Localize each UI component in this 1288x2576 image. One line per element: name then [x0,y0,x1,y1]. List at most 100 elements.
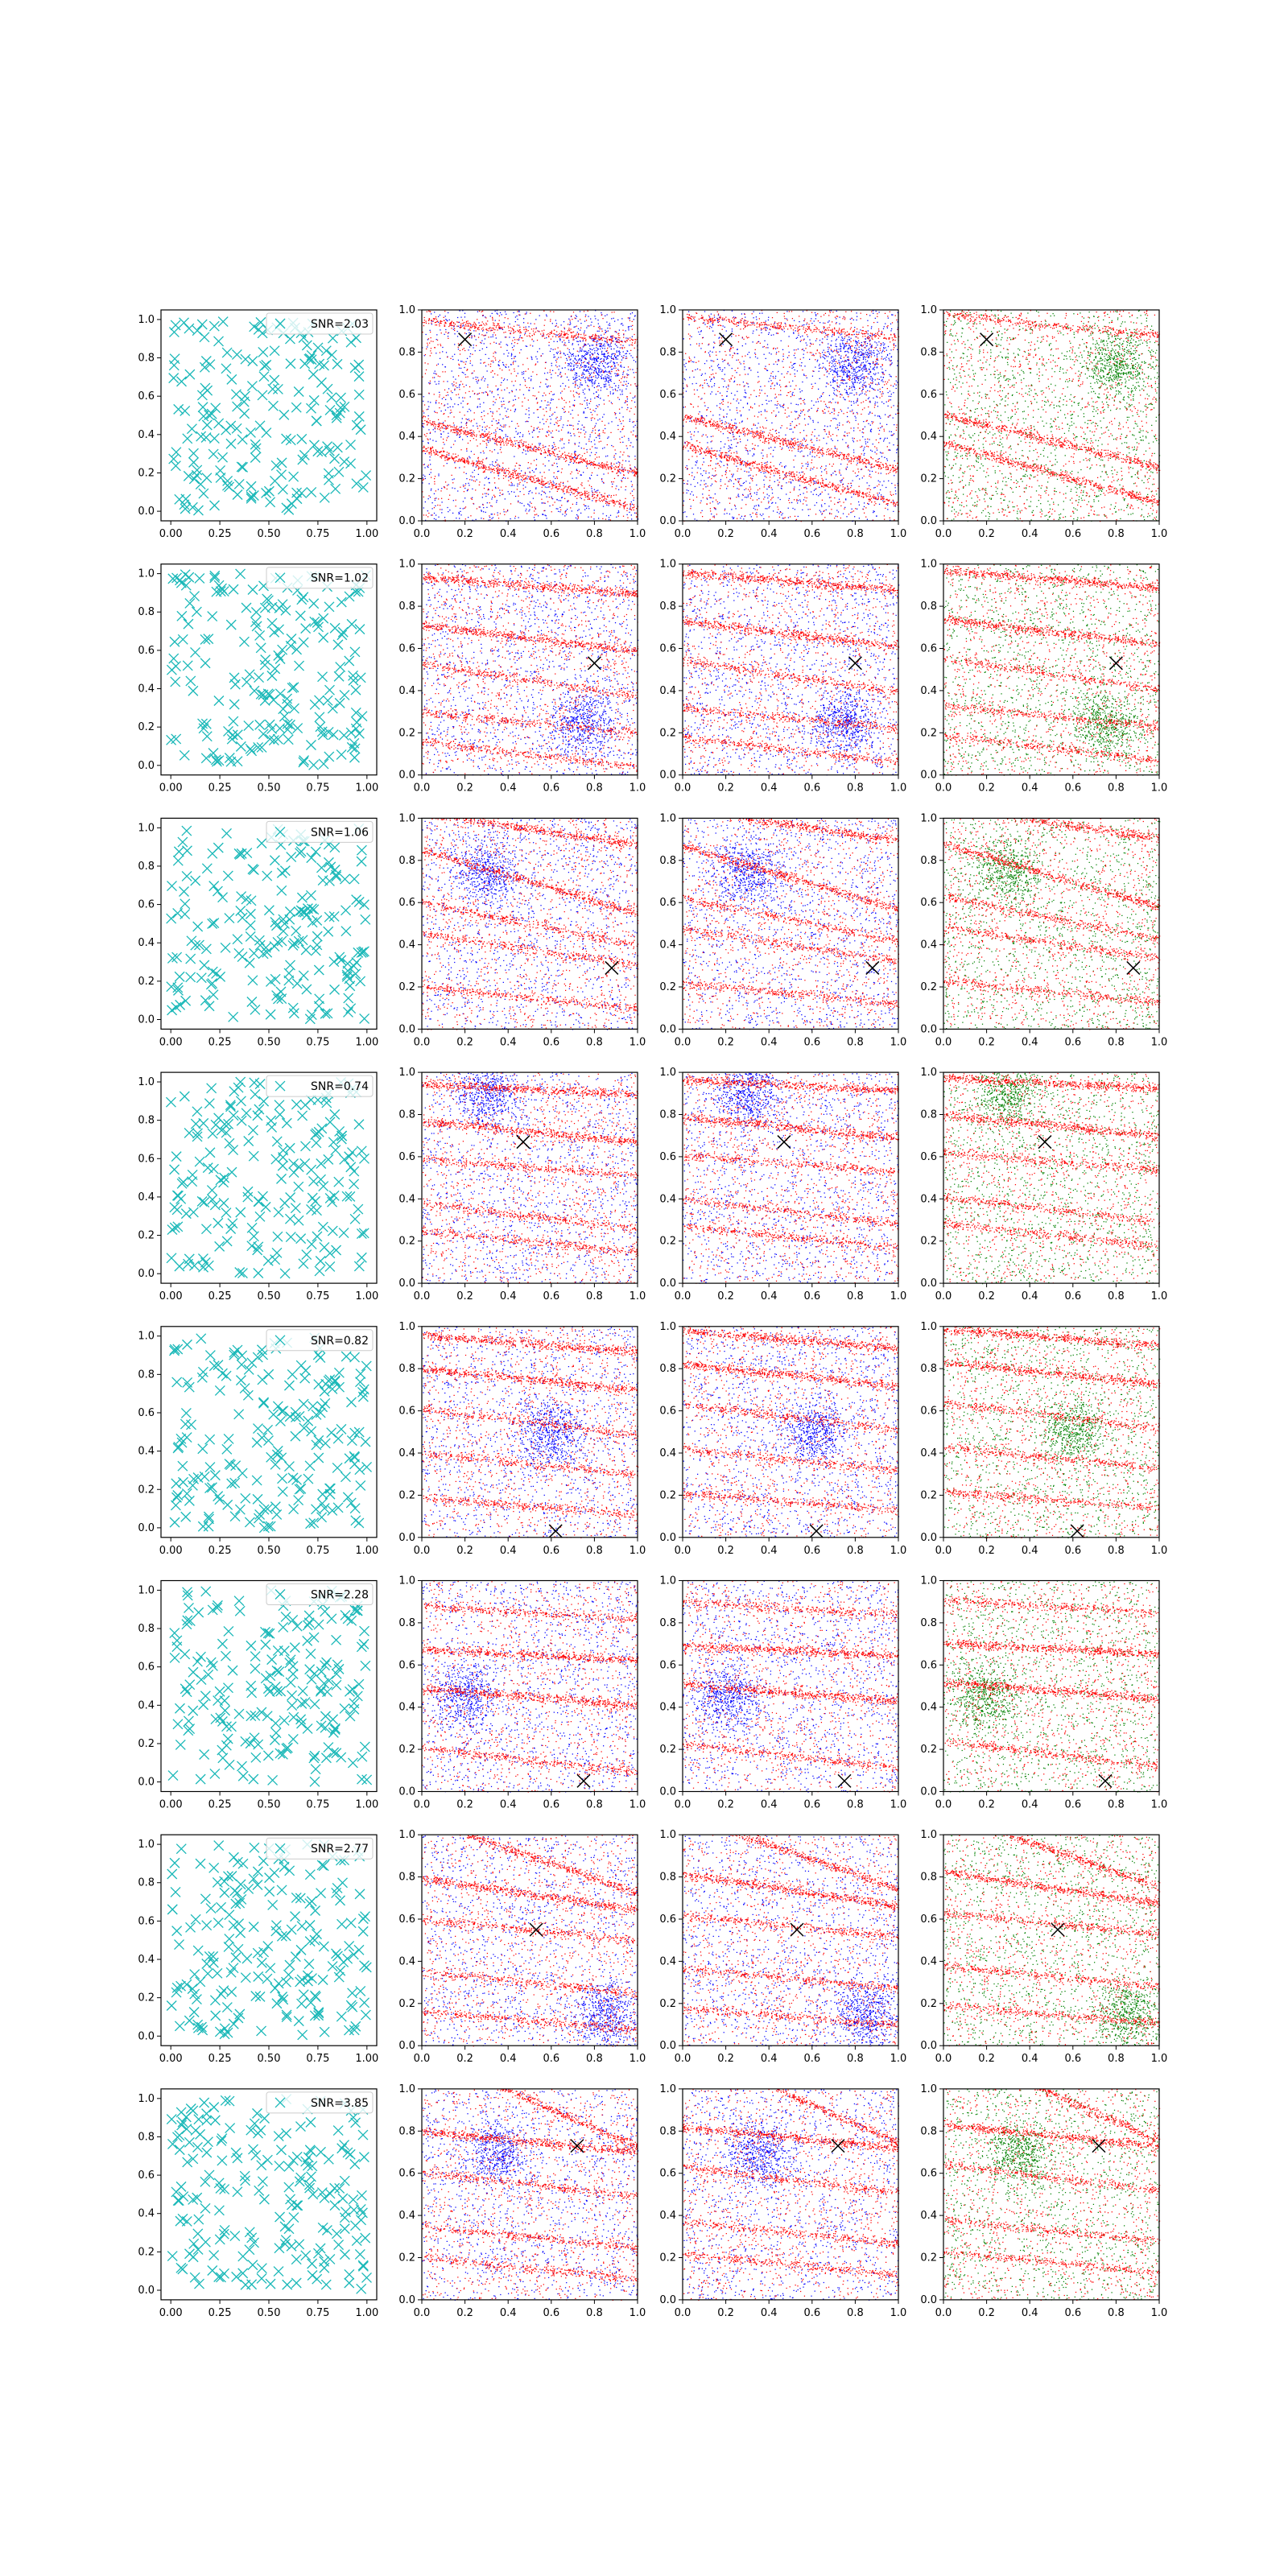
y-tick-label: 0.0 [659,770,676,782]
dot-plot-row-5-col-3: 0.00.00.20.20.40.40.60.60.80.81.01.0 [659,1321,906,1557]
cross-point [221,1127,232,1138]
cross-point [201,419,213,431]
cross-point [217,1638,228,1649]
y-tick-label: 0.2 [138,976,155,988]
cross-point [197,1366,208,1377]
red-streak-points [422,1602,639,1777]
cross-point [200,1224,212,1235]
cross-point [279,711,290,722]
cross-point [250,1663,261,1674]
cross-point [244,669,255,680]
cross-point [262,1424,274,1435]
y-tick-label: 0.2 [659,1489,676,1501]
plot-frame [682,1326,899,1538]
x-tick-label: 0.6 [543,528,559,540]
cross-point [326,1613,337,1624]
legend-label: SNR=0.82 [311,1335,369,1348]
cross-point [300,1365,312,1376]
cross-point [199,960,210,971]
cross-point [272,1645,283,1656]
cross-point [241,602,252,613]
cross-point [306,852,317,864]
cross-point [332,1462,343,1473]
y-tick-label: 0.6 [659,1659,676,1671]
y-tick-label: 0.8 [920,1872,937,1884]
x-tick-label: 1.00 [355,1036,378,1048]
cross-point [312,939,323,951]
cross-point [197,1443,208,1455]
y-tick-label: 0.4 [398,2210,415,2222]
cross-point [257,328,268,339]
cross-point [349,1503,361,1514]
y-tick-label: 0.8 [659,855,676,867]
cross-point [355,672,366,683]
x-tick-label: 0.25 [208,1799,232,1811]
target-marker [576,1773,591,1788]
cross-point [303,2179,315,2190]
cross-point [244,1517,255,1528]
cross-point [283,1969,294,1980]
cross-point [357,2207,368,2219]
cross-point [235,568,246,580]
cross-point [188,2007,200,2017]
cross-point [248,1922,259,1933]
cross-point [221,363,232,374]
cross-point [200,1893,211,1905]
plot-frame [421,564,638,776]
cross-point [252,1880,263,1890]
cross-point [171,572,182,584]
cross-point [303,1473,314,1484]
cross-point [321,1097,332,1108]
cross-point [348,670,358,681]
cross-point [169,1517,180,1528]
cross-point [304,2182,316,2194]
cross-point [357,1751,368,1762]
cross-point [260,942,271,953]
cross-point [235,1076,246,1088]
cross-point [215,971,226,982]
x-tick-label: 0.8 [1108,528,1125,540]
cross-point [224,913,235,924]
legend-box [266,820,374,843]
x-tick-label: 0.2 [456,2307,473,2319]
cross-point [286,852,297,862]
cross-point [334,1381,345,1393]
cross-point [182,1339,192,1350]
target-marker [1070,1524,1084,1538]
cross-point [347,1988,358,1999]
legend-box [266,567,374,589]
cross-markers [166,568,371,770]
cross-point [361,470,372,481]
plot-frame [160,1834,378,2046]
cross-point [339,1703,350,1714]
y-tick-label: 1.0 [920,1321,937,1333]
cross-point [301,984,312,995]
data-points [422,564,639,776]
cross-point [304,1936,316,1947]
y-tick-label: 0.4 [920,1447,937,1459]
cross-point [324,684,335,696]
cross-point [282,699,293,710]
cross-point [199,1749,210,1760]
cross-point [171,1982,183,1993]
cross-point [295,905,307,916]
cross-point [225,2123,236,2133]
plot-frame [943,309,1160,522]
cross-point [356,1641,367,1653]
x-tick-label: 0.4 [1022,1290,1038,1302]
cross-point [334,2182,345,2194]
cross-point [258,1504,270,1515]
cross-point [212,1967,223,1979]
x-tick-label: 0.2 [978,2307,995,2319]
cross-point [284,1865,295,1876]
cross-point [169,1857,180,1868]
legend-label: SNR=2.28 [311,1589,369,1602]
cross-point [323,1154,334,1165]
cross-point [277,1486,288,1497]
y-tick-label: 1.0 [920,1575,937,1587]
cross-point [244,957,255,968]
cross-point [276,1406,287,1417]
red-points [943,1327,1161,1539]
cross-point [217,2133,228,2145]
cross-point [240,353,251,365]
